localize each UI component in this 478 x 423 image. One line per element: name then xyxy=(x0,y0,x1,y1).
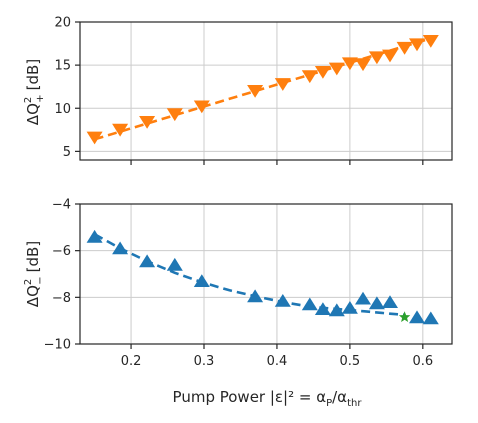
bottom-data-point xyxy=(112,241,129,255)
bottom-y-label-sup: 2 xyxy=(23,279,34,285)
top-y-tick-label: 10 xyxy=(54,102,71,117)
bottom-data-point xyxy=(193,274,210,287)
bottom-data-point xyxy=(314,302,331,315)
bottom-data-point xyxy=(166,257,183,271)
top-y-tick-label: 20 xyxy=(54,16,71,31)
bottom-data-point xyxy=(409,310,425,324)
bottom-axes-frame xyxy=(79,203,453,345)
top-axes-frame xyxy=(79,21,453,161)
bottom-y-tick-label: −8 xyxy=(52,291,71,306)
bottom-data-point xyxy=(328,303,345,317)
x-label-sub1: P xyxy=(326,398,332,409)
top-y-label-unit: [dB] xyxy=(24,59,42,91)
top-data-point xyxy=(382,49,398,63)
top-data-point xyxy=(328,62,345,76)
bottom-data-point xyxy=(341,301,358,314)
top-data-point xyxy=(341,57,358,71)
top-y-label-sub: + xyxy=(35,94,46,102)
top-y-label-main: ΔQ xyxy=(24,103,42,125)
x-label-main: Pump Power |ε|² = α xyxy=(173,388,327,406)
top-data-point xyxy=(314,66,331,79)
top-data-point xyxy=(247,85,264,98)
bottom-y-axis-label: ΔQ2− [dB] xyxy=(23,241,46,307)
top-data-point xyxy=(355,58,371,72)
top-panel: 5 10 15 20 xyxy=(54,16,453,165)
bottom-data-point xyxy=(355,291,371,305)
bottom-y-label-sub: − xyxy=(35,276,46,284)
top-data-point xyxy=(422,35,439,48)
top-y-tick-label: 15 xyxy=(54,59,71,74)
bottom-data-point xyxy=(247,289,264,303)
bottom-x-tick-label: 0.3 xyxy=(194,354,215,369)
top-data-point xyxy=(396,41,413,55)
bottom-x-tick-label: 0.6 xyxy=(412,354,433,369)
bottom-data-point xyxy=(422,311,439,325)
top-data-point xyxy=(409,38,425,52)
x-label-mid: /α xyxy=(332,388,347,406)
x-label-sub2: thr xyxy=(347,398,362,409)
top-y-axis-label: ΔQ2+ [dB] xyxy=(23,59,46,125)
top-data-point xyxy=(166,108,183,122)
bottom-data-point xyxy=(139,254,156,268)
bottom-data-point xyxy=(301,297,318,311)
bottom-y-tick-label: −6 xyxy=(52,244,71,259)
top-data-point xyxy=(139,116,156,129)
bottom-data-point xyxy=(368,296,385,310)
bottom-data-point xyxy=(86,229,103,243)
x-axis-label: Pump Power |ε|² = αP/αthr xyxy=(173,388,363,409)
bottom-y-label-main: ΔQ xyxy=(24,285,42,307)
axis-labels: ΔQ2+[dB] ΔQ2−[dB] Pump Power |ε|² = αP/α… xyxy=(23,59,362,409)
top-y-tick-label: 5 xyxy=(63,145,71,160)
top-data-point xyxy=(368,51,385,65)
top-y-label-sup: 2 xyxy=(23,97,34,103)
bottom-y-tick-label: −4 xyxy=(52,198,71,213)
top-data-point xyxy=(86,131,103,145)
bottom-x-tick-label: 0.4 xyxy=(267,354,288,369)
bottom-panel: −10 −8 −6 −4 0.2 0.3 0.4 0.5 0.6 xyxy=(44,198,453,369)
top-data-point xyxy=(274,78,291,91)
bottom-y-label-unit: [dB] xyxy=(24,241,42,273)
top-data-point xyxy=(193,100,210,114)
bottom-data-point xyxy=(382,295,398,308)
top-data-point xyxy=(301,70,318,84)
bottom-data-point xyxy=(274,294,291,307)
bottom-x-tick-label: 0.5 xyxy=(340,354,361,369)
bottom-y-tick-label: −10 xyxy=(44,338,71,353)
bottom-highlight-star xyxy=(398,311,411,322)
top-data-point xyxy=(112,123,129,137)
bottom-x-tick-label: 0.2 xyxy=(121,354,142,369)
